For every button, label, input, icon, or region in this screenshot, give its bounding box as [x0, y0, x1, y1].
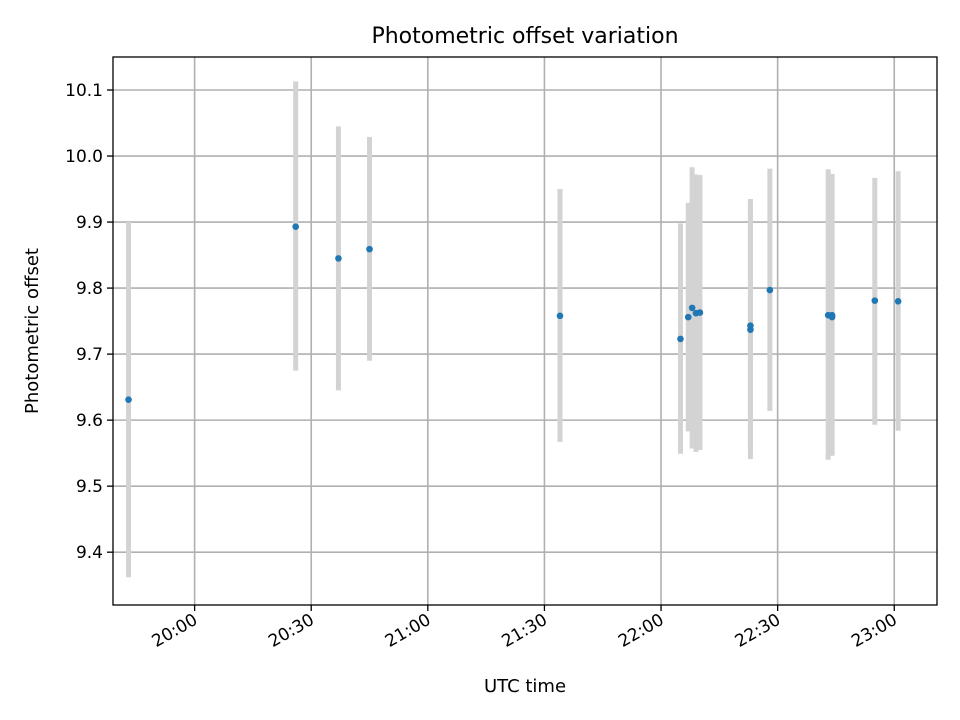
y-tick-label: 9.9: [76, 213, 103, 233]
x-axis-label: UTC time: [484, 676, 566, 697]
data-point: [766, 286, 774, 294]
data-point: [894, 297, 902, 305]
x-tick-label: 20:30: [265, 610, 317, 652]
y-tick-label: 9.6: [76, 411, 103, 431]
x-tick-label: 21:00: [382, 610, 434, 652]
data-point: [747, 322, 754, 330]
y-tick-label: 10.0: [65, 147, 103, 167]
data-point: [696, 309, 704, 316]
x-tick-label: 22:30: [732, 610, 784, 652]
x-tick-label: 21:30: [498, 610, 550, 652]
y-tick-label: 10.1: [65, 81, 103, 101]
plot-frame: [112, 56, 938, 606]
axis-ticks: 20:00 20:30 21:00 21:30 22:00 22:30 23:00 9.4 9.…: [65, 81, 901, 652]
data-point: [684, 313, 692, 321]
y-tick-label: 9.4: [76, 543, 103, 563]
x-tick-label: 23:00: [848, 610, 900, 652]
chart-title: Photometric offset variation: [371, 24, 678, 49]
data-point: [688, 304, 696, 312]
x-tick-label: 22:00: [615, 610, 667, 652]
x-tick-label: 20:00: [149, 610, 201, 652]
data-point: [292, 223, 299, 230]
data-point: [366, 245, 373, 253]
y-tick-label: 9.8: [76, 279, 103, 299]
data-points: [125, 223, 902, 403]
data-point: [828, 311, 836, 319]
data-point: [125, 396, 132, 403]
data-point: [556, 312, 564, 320]
y-axis-label: Photometric offset: [22, 248, 43, 414]
y-tick-label: 9.7: [76, 345, 103, 365]
data-point: [871, 297, 879, 304]
data-point: [677, 335, 684, 343]
y-tick-label: 9.5: [76, 477, 103, 497]
data-point: [335, 255, 342, 262]
grid-lines: [113, 57, 937, 605]
